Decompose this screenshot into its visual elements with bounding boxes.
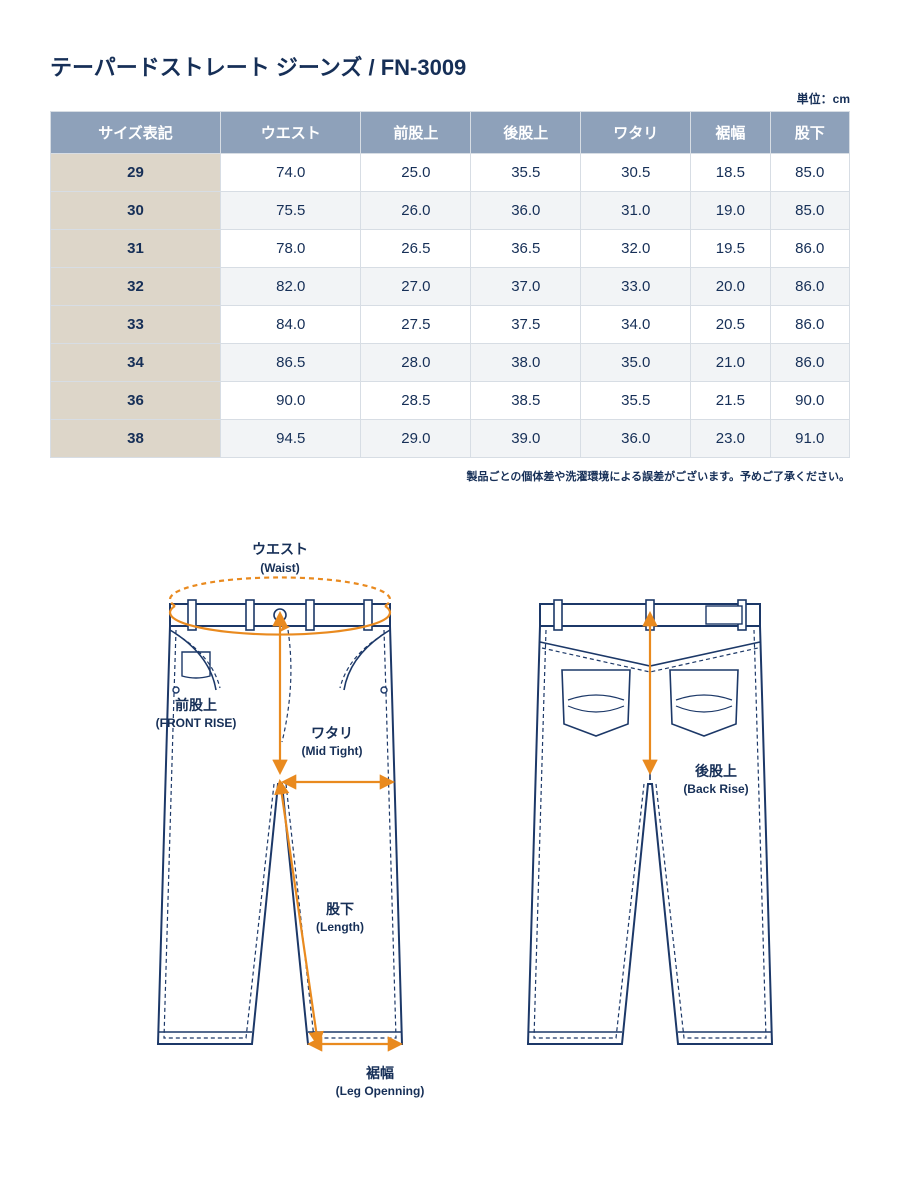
size-chart-table: サイズ表記 ウエスト 前股上 後股上 ワタリ 裾幅 股下 2974.025.03… [50,111,850,458]
cell-size: 33 [51,306,221,344]
cell-value: 84.0 [221,306,361,344]
label-waist-en: (Waist) [260,561,300,575]
table-row: 3486.528.038.035.021.086.0 [51,344,850,382]
col-front-rise: 前股上 [361,112,471,154]
label-length-en: (Length) [316,920,364,934]
label-back-rise-jp: 後股上 [695,763,737,779]
disclaimer-text: 製品ごとの個体差や洗濯環境による誤差がございます。予めご了承ください。 [50,468,850,484]
cell-value: 33.0 [581,268,691,306]
cell-value: 78.0 [221,230,361,268]
label-mid-thigh-en: (Mid Tight) [301,744,362,758]
cell-value: 23.0 [691,420,770,458]
cell-value: 27.0 [361,268,471,306]
col-waist: ウエスト [221,112,361,154]
label-leg-open-en: (Leg Openning) [336,1084,425,1098]
cell-value: 86.0 [770,230,849,268]
cell-value: 86.0 [770,268,849,306]
table-header-row: サイズ表記 ウエスト 前股上 後股上 ワタリ 裾幅 股下 [51,112,850,154]
cell-value: 39.0 [471,420,581,458]
cell-value: 27.5 [361,306,471,344]
cell-value: 86.5 [221,344,361,382]
cell-value: 25.0 [361,154,471,192]
cell-value: 35.5 [581,382,691,420]
cell-value: 85.0 [770,192,849,230]
cell-size: 30 [51,192,221,230]
cell-size: 38 [51,420,221,458]
col-inseam: 股下 [770,112,849,154]
cell-value: 28.0 [361,344,471,382]
cell-size: 36 [51,382,221,420]
col-hem: 裾幅 [691,112,770,154]
label-front-rise-jp: 前股上 [175,697,217,713]
label-front-rise-en: (FRONT RISE) [156,716,237,730]
cell-value: 19.0 [691,192,770,230]
inseam-arrow [280,782,318,1044]
cell-value: 90.0 [770,382,849,420]
label-length-jp: 股下 [326,901,354,917]
cell-value: 26.5 [361,230,471,268]
cell-value: 26.0 [361,192,471,230]
cell-value: 35.0 [581,344,691,382]
cell-value: 86.0 [770,344,849,382]
cell-value: 18.5 [691,154,770,192]
table-row: 3178.026.536.532.019.586.0 [51,230,850,268]
cell-value: 32.0 [581,230,691,268]
cell-value: 38.5 [471,382,581,420]
table-row: 3690.028.538.535.521.590.0 [51,382,850,420]
cell-value: 36.0 [471,192,581,230]
label-mid-thigh-jp: ワタリ [311,725,353,741]
table-row: 3075.526.036.031.019.085.0 [51,192,850,230]
cell-value: 91.0 [770,420,849,458]
cell-value: 21.0 [691,344,770,382]
cell-value: 37.0 [471,268,581,306]
cell-value: 85.0 [770,154,849,192]
cell-value: 30.5 [581,154,691,192]
unit-label: 単位：cm [50,90,850,107]
col-size: サイズ表記 [51,112,221,154]
cell-value: 20.0 [691,268,770,306]
col-back-rise: 後股上 [471,112,581,154]
cell-value: 74.0 [221,154,361,192]
cell-value: 38.0 [471,344,581,382]
table-row: 3384.027.537.534.020.586.0 [51,306,850,344]
cell-value: 31.0 [581,192,691,230]
label-waist-jp: ウエスト [252,541,308,557]
col-thigh: ワタリ [581,112,691,154]
label-leg-open-jp: 裾幅 [366,1065,394,1081]
cell-value: 29.0 [361,420,471,458]
cell-size: 31 [51,230,221,268]
table-row: 3282.027.037.033.020.086.0 [51,268,850,306]
cell-value: 19.5 [691,230,770,268]
cell-value: 20.5 [691,306,770,344]
cell-value: 75.5 [221,192,361,230]
cell-value: 35.5 [471,154,581,192]
cell-size: 32 [51,268,221,306]
cell-value: 28.5 [361,382,471,420]
cell-value: 90.0 [221,382,361,420]
cell-size: 29 [51,154,221,192]
table-row: 3894.529.039.036.023.091.0 [51,420,850,458]
cell-value: 82.0 [221,268,361,306]
cell-value: 94.5 [221,420,361,458]
cell-size: 34 [51,344,221,382]
cell-value: 36.0 [581,420,691,458]
cell-value: 21.5 [691,382,770,420]
label-back-rise-en: (Back Rise) [683,782,748,796]
cell-value: 36.5 [471,230,581,268]
cell-value: 34.0 [581,306,691,344]
table-row: 2974.025.035.530.518.585.0 [51,154,850,192]
cell-value: 37.5 [471,306,581,344]
page-title: テーパードストレート ジーンズ / FN-3009 [50,50,850,82]
measurement-diagram: ウエスト (Waist) 前股上 (FRONT RISE) ワタリ (Mid T… [50,514,850,1134]
cell-value: 86.0 [770,306,849,344]
